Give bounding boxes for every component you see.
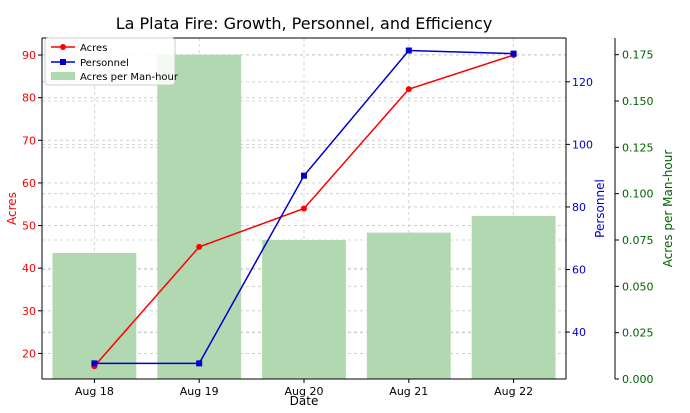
bar-acres-per-man-hour xyxy=(471,215,556,379)
left-tick-label: 30 xyxy=(22,305,36,318)
x-tick-label: Aug 20 xyxy=(285,385,324,398)
point-personnel xyxy=(91,360,98,367)
right-tick-label: 60 xyxy=(572,264,586,277)
left-tick-label: 20 xyxy=(22,347,36,360)
bar-acres-per-man-hour xyxy=(157,54,242,379)
bar-acres-per-man-hour xyxy=(366,232,451,379)
far-right-tick-label: 0.100 xyxy=(622,188,654,201)
point-acres xyxy=(405,86,412,93)
point-personnel xyxy=(510,50,517,57)
x-tick-label: Aug 18 xyxy=(75,385,114,398)
right-tick-label: 80 xyxy=(572,201,586,214)
far-right-tick-label: 0.125 xyxy=(622,141,654,154)
far-right-tick-label: 0.175 xyxy=(622,49,654,62)
far-right-tick-label: 0.075 xyxy=(622,234,654,247)
legend-personnel-marker xyxy=(60,59,66,65)
y-axis-label-right: Personnel xyxy=(593,179,607,238)
point-acres xyxy=(301,205,307,212)
point-personnel xyxy=(196,360,203,367)
point-acres xyxy=(196,243,203,250)
legend-frame xyxy=(44,37,176,86)
far-right-tick-label: 0.025 xyxy=(622,327,654,340)
x-tick-label: Aug 21 xyxy=(389,385,428,398)
left-tick-label: 80 xyxy=(22,92,36,105)
bar-acres-per-man-hour xyxy=(52,252,137,379)
far-right-tick-label: 0.000 xyxy=(622,373,654,386)
axes-group: Aug 18 Aug 19 Aug 20 Aug 21 Aug 22 20 30 40 50 60… xyxy=(22,37,654,398)
far-right-tick-label: 0.150 xyxy=(622,95,654,108)
left-tick-label: 40 xyxy=(22,262,36,275)
left-tick-label: 60 xyxy=(22,177,36,190)
bar-acres-per-man-hour xyxy=(262,240,346,379)
bars-group xyxy=(52,54,556,379)
right-tick-label: 40 xyxy=(572,326,586,339)
x-axis-label: Date xyxy=(290,394,319,408)
left-tick-label: 90 xyxy=(22,49,36,62)
x-tick-label: Aug 19 xyxy=(180,385,219,398)
point-personnel xyxy=(301,172,307,179)
left-tick-label: 50 xyxy=(22,220,36,233)
lines-group xyxy=(91,47,517,370)
chart-title: La Plata Fire: Growth, Personnel, and Ef… xyxy=(116,14,493,33)
legend-acres-marker xyxy=(60,44,66,50)
y-axis-label-far-right: Acres per Man-hour xyxy=(661,150,675,268)
point-personnel xyxy=(405,47,412,54)
left-tick-label: 70 xyxy=(22,134,36,147)
right-tick-label: 100 xyxy=(572,138,593,151)
x-tick-label: Aug 22 xyxy=(494,385,533,398)
legend: Acres Personnel Acres per Man-hour xyxy=(44,37,179,86)
right-tick-label: 120 xyxy=(572,76,593,89)
legend-efficiency-label: Acres per Man-hour xyxy=(80,72,179,83)
legend-acres-label: Acres xyxy=(80,43,107,54)
far-right-tick-label: 0.050 xyxy=(622,280,654,293)
y-axis-label-left: Acres xyxy=(5,192,19,225)
legend-personnel-label: Personnel xyxy=(80,58,129,69)
legend-efficiency-swatch xyxy=(51,72,75,80)
